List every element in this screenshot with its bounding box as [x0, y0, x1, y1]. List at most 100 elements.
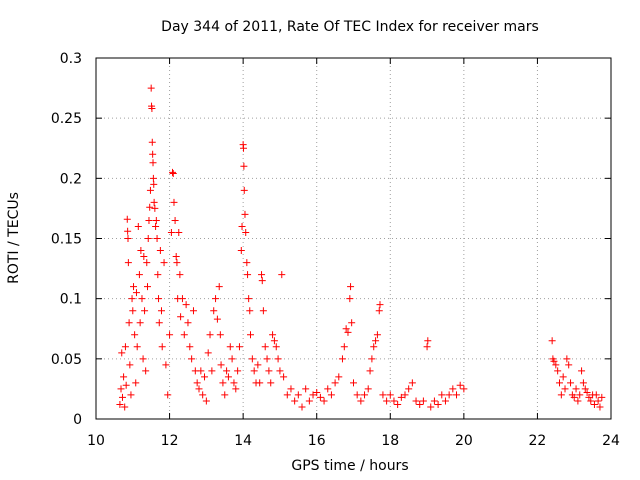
- data-point: [350, 379, 357, 387]
- data-point: [408, 379, 416, 387]
- data-point: [134, 222, 142, 230]
- data-point: [574, 397, 582, 405]
- data-point: [250, 367, 258, 375]
- data-point: [182, 301, 190, 309]
- data-point: [177, 313, 185, 321]
- data-point: [313, 389, 321, 397]
- data-point: [172, 253, 180, 261]
- y-tick-label: 0.25: [51, 111, 82, 127]
- data-point: [242, 228, 250, 236]
- data-point: [118, 393, 126, 401]
- data-point: [122, 381, 130, 389]
- data-point: [130, 283, 138, 291]
- data-point: [587, 397, 595, 405]
- data-point: [445, 391, 453, 399]
- data-point: [230, 379, 238, 387]
- data-point: [561, 385, 569, 393]
- data-point: [342, 325, 350, 333]
- data-point: [259, 307, 267, 315]
- data-point: [166, 331, 174, 339]
- y-tick-label: 0.3: [60, 51, 82, 67]
- data-point: [118, 349, 126, 357]
- data-point: [280, 373, 288, 381]
- data-point: [261, 343, 269, 351]
- data-point: [274, 355, 282, 363]
- x-tick-label: 10: [87, 433, 105, 449]
- y-tick-label: 0.15: [51, 232, 82, 248]
- data-point: [124, 259, 132, 267]
- data-point: [228, 355, 236, 363]
- data-point: [361, 391, 369, 399]
- data-point: [126, 361, 134, 369]
- data-point: [265, 367, 273, 375]
- data-point: [583, 389, 591, 397]
- data-point: [224, 373, 232, 381]
- data-point: [138, 295, 146, 303]
- data-point: [208, 367, 216, 375]
- data-point: [125, 319, 133, 327]
- data-point: [144, 235, 152, 242]
- data-point: [136, 319, 144, 327]
- data-point: [554, 367, 562, 375]
- data-point: [232, 385, 240, 393]
- data-point: [148, 138, 156, 146]
- data-point: [186, 343, 194, 351]
- data-point: [552, 361, 560, 369]
- data-point: [237, 247, 245, 255]
- data-point: [438, 391, 446, 399]
- data-point: [143, 259, 151, 267]
- data-point: [140, 253, 148, 261]
- data-point: [129, 307, 137, 315]
- data-point: [116, 401, 124, 409]
- data-point: [235, 343, 243, 351]
- data-point: [184, 319, 192, 327]
- data-point: [135, 271, 143, 279]
- data-point: [596, 403, 604, 411]
- data-point: [142, 367, 150, 375]
- data-point: [173, 259, 181, 267]
- ticks: 10 12 14 16 18 20 22 24 0 0.05 0.1 0.15 0.2 0.25 0.3: [51, 51, 620, 449]
- data-point: [128, 295, 136, 303]
- data-point: [213, 315, 221, 323]
- data-point: [572, 385, 580, 393]
- data-point: [144, 283, 151, 291]
- data-point: [240, 162, 248, 170]
- data-point: [199, 391, 207, 399]
- data-point: [419, 397, 427, 405]
- data-point: [154, 271, 162, 279]
- data-point: [127, 391, 135, 399]
- data-point: [397, 393, 405, 401]
- data-point: [206, 331, 214, 339]
- data-point: [156, 247, 164, 255]
- data-point: [383, 397, 391, 405]
- data-point: [188, 355, 196, 363]
- data-point: [146, 186, 154, 194]
- y-axis-label: ROTI / TECUs: [6, 192, 22, 284]
- data-point: [216, 331, 224, 339]
- data-point: [152, 222, 160, 230]
- data-point: [366, 367, 374, 375]
- data-point: [559, 373, 567, 381]
- x-tick-label: 12: [161, 433, 179, 449]
- data-point: [430, 397, 438, 405]
- data-point: [149, 150, 157, 158]
- data-point: [202, 397, 210, 405]
- data-point: [291, 397, 299, 405]
- data-point: [148, 105, 156, 113]
- data-point: [240, 186, 248, 194]
- data-point: [180, 331, 188, 339]
- data-point: [276, 367, 284, 375]
- grid: [96, 58, 611, 419]
- data-point: [151, 204, 159, 212]
- data-point: [598, 393, 606, 401]
- data-point: [124, 227, 132, 235]
- data-point: [340, 343, 348, 351]
- x-tick-label: 22: [529, 433, 547, 449]
- data-point: [449, 385, 457, 393]
- data-point: [217, 361, 225, 369]
- data-point: [405, 385, 413, 393]
- data-point: [258, 271, 266, 279]
- data-point: [348, 319, 356, 327]
- data-point: [267, 379, 275, 387]
